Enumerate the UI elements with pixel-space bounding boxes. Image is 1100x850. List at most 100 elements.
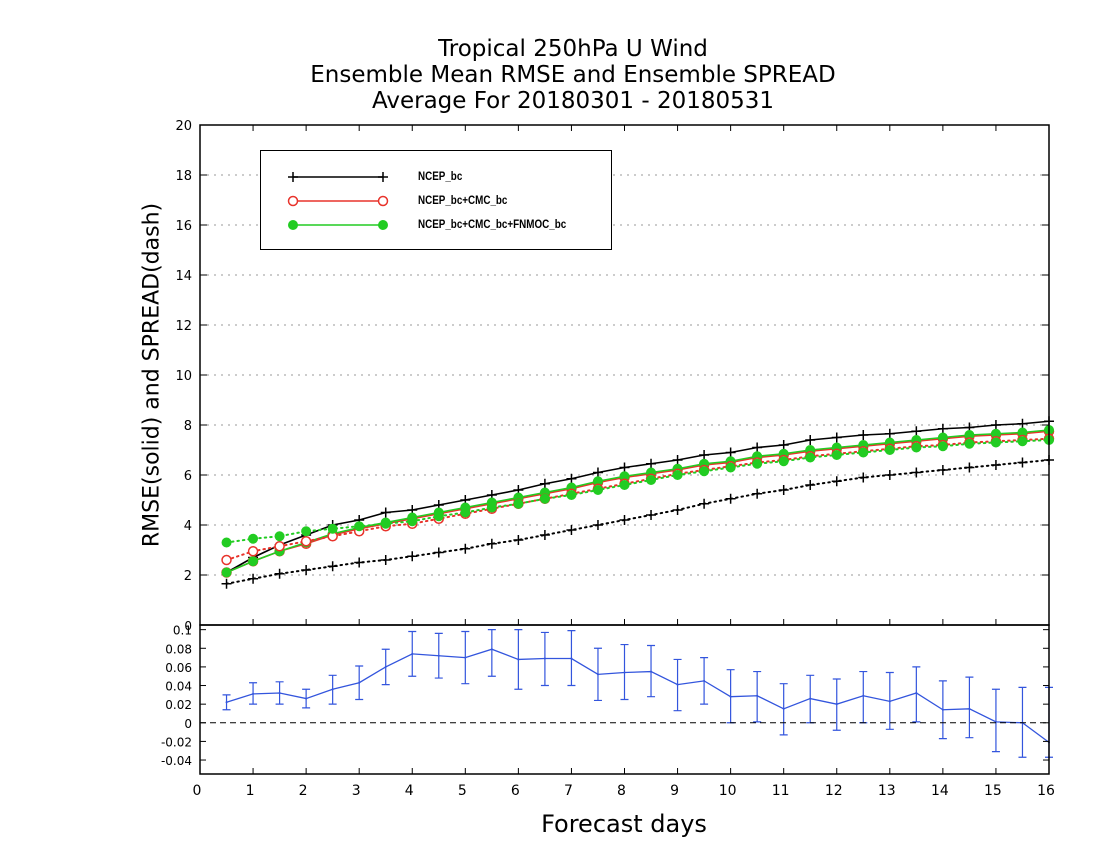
series-1-point: [778, 440, 789, 450]
series-1-point: [884, 428, 895, 439]
series-6-point: [433, 511, 444, 522]
series-6-point: [380, 518, 391, 529]
legend-line-1: [288, 172, 388, 182]
bottom-y-tick-label: -0.02: [161, 735, 192, 749]
difference-point: [941, 708, 944, 711]
series-1-point: [831, 432, 842, 443]
x-tick-label: 3: [352, 783, 361, 799]
legend-line-3: [288, 220, 388, 230]
series-1-point: [1017, 418, 1028, 429]
series-6-point: [327, 523, 338, 534]
series-5-point: [221, 554, 232, 566]
series-3-point: [619, 471, 630, 482]
series-4-point: [380, 555, 391, 565]
series-4-point: [221, 578, 232, 589]
difference-point: [862, 694, 865, 697]
series-1-point: [990, 420, 1001, 430]
series-6-point: [1017, 436, 1028, 447]
series-4-point: [1017, 457, 1028, 468]
x-tick-label: 14: [931, 783, 949, 799]
series-4-point: [884, 470, 895, 480]
difference-point: [225, 701, 228, 704]
top-y-tick-label: 2: [184, 569, 192, 584]
series-1-point: [380, 507, 391, 518]
series-6-point: [486, 502, 497, 513]
x-tick-label: 5: [458, 783, 467, 799]
difference-point: [331, 688, 334, 691]
series-3-point: [248, 556, 259, 567]
bottom-y-tick-label: 0.06: [165, 661, 192, 675]
series-6-point: [354, 521, 365, 532]
chart-title: Tropical 250hPa U Wind Ensemble Mean RMS…: [0, 36, 1100, 114]
series-line-3: [226, 429, 1050, 574]
difference-point: [252, 692, 255, 695]
series-6-point: [937, 441, 948, 452]
difference-point: [623, 671, 626, 674]
series-4-point: [460, 543, 471, 554]
series-4-point: [486, 538, 497, 549]
difference-point: [676, 683, 679, 686]
difference-point: [968, 707, 971, 710]
legend-label-3: NCEP_bc+CMC_bc+FNMOC_bc: [418, 217, 567, 231]
series-6-point: [805, 452, 816, 463]
series-4-point: [990, 460, 1001, 470]
series-6-point: [884, 445, 895, 455]
series-6-point: [778, 456, 789, 467]
series-line-2: [226, 430, 1050, 574]
legend-label-1: NCEP_bc: [418, 169, 463, 183]
series-4-point: [778, 485, 789, 495]
series-line-5: [225, 437, 1050, 561]
title-line-2: Ensemble Mean RMSE and Ensemble SPREAD: [310, 62, 836, 88]
difference-point: [888, 700, 891, 703]
series-6-point: [752, 458, 763, 469]
x-tick-label: 9: [670, 783, 679, 799]
series-6-point: [858, 447, 869, 458]
legend-item-1: NCEP_bc: [261, 165, 611, 189]
series-4-point: [725, 493, 736, 504]
series-4-point: [937, 465, 948, 475]
top-y-tick-label: 12: [175, 319, 192, 334]
x-tick-label: 13: [878, 783, 896, 799]
series-4-point: [539, 530, 550, 540]
series-6-point: [725, 462, 736, 473]
series-1-point: [805, 435, 816, 445]
x-tick-label: 1: [246, 783, 255, 799]
series-1-point: [752, 442, 763, 453]
error-bar: [991, 688, 1000, 753]
series-6-point: [990, 437, 1001, 448]
bottom-y-tick-label: 0.1: [173, 624, 192, 638]
series-4-point: [831, 476, 842, 487]
difference-point: [384, 665, 387, 668]
bottom-y-tick-label: 0.02: [165, 698, 192, 712]
series-4-point: [858, 472, 869, 483]
series-4-point: [354, 557, 365, 568]
bottom-y-tick-label: 0.08: [165, 642, 192, 656]
legend: NCEP_bc NCEP_bc+CMC_bc NCEP_bc+CMC_bc+FN…: [260, 150, 612, 250]
series-3-point: [990, 428, 1001, 439]
error-bar: [912, 666, 921, 723]
title-line-3: Average For 20180301 - 20180531: [371, 88, 775, 114]
difference-point: [358, 681, 361, 684]
title-line-1: Tropical 250hPa U Wind: [438, 36, 708, 62]
difference-point: [437, 654, 440, 657]
series-4-point: [672, 505, 683, 515]
series-3-point: [221, 567, 232, 578]
bottom-series-group: [222, 629, 1053, 758]
series-1-point: [725, 447, 736, 458]
difference-point: [543, 657, 546, 660]
top-y-tick-label: 10: [175, 369, 192, 384]
difference-point: [703, 679, 706, 682]
series-1-point: [646, 458, 657, 469]
series-6-point: [274, 531, 285, 542]
top-series-group: [221, 416, 1055, 589]
x-tick-label: 11: [772, 783, 790, 799]
x-axis-label: Forecast days: [541, 810, 707, 838]
series-6-point: [248, 533, 259, 544]
series-6-point: [460, 507, 471, 518]
x-tick-label: 4: [405, 783, 414, 799]
legend-item-2: NCEP_bc+CMC_bc: [261, 189, 611, 213]
series-1-point: [672, 455, 683, 465]
difference-point: [570, 657, 573, 660]
